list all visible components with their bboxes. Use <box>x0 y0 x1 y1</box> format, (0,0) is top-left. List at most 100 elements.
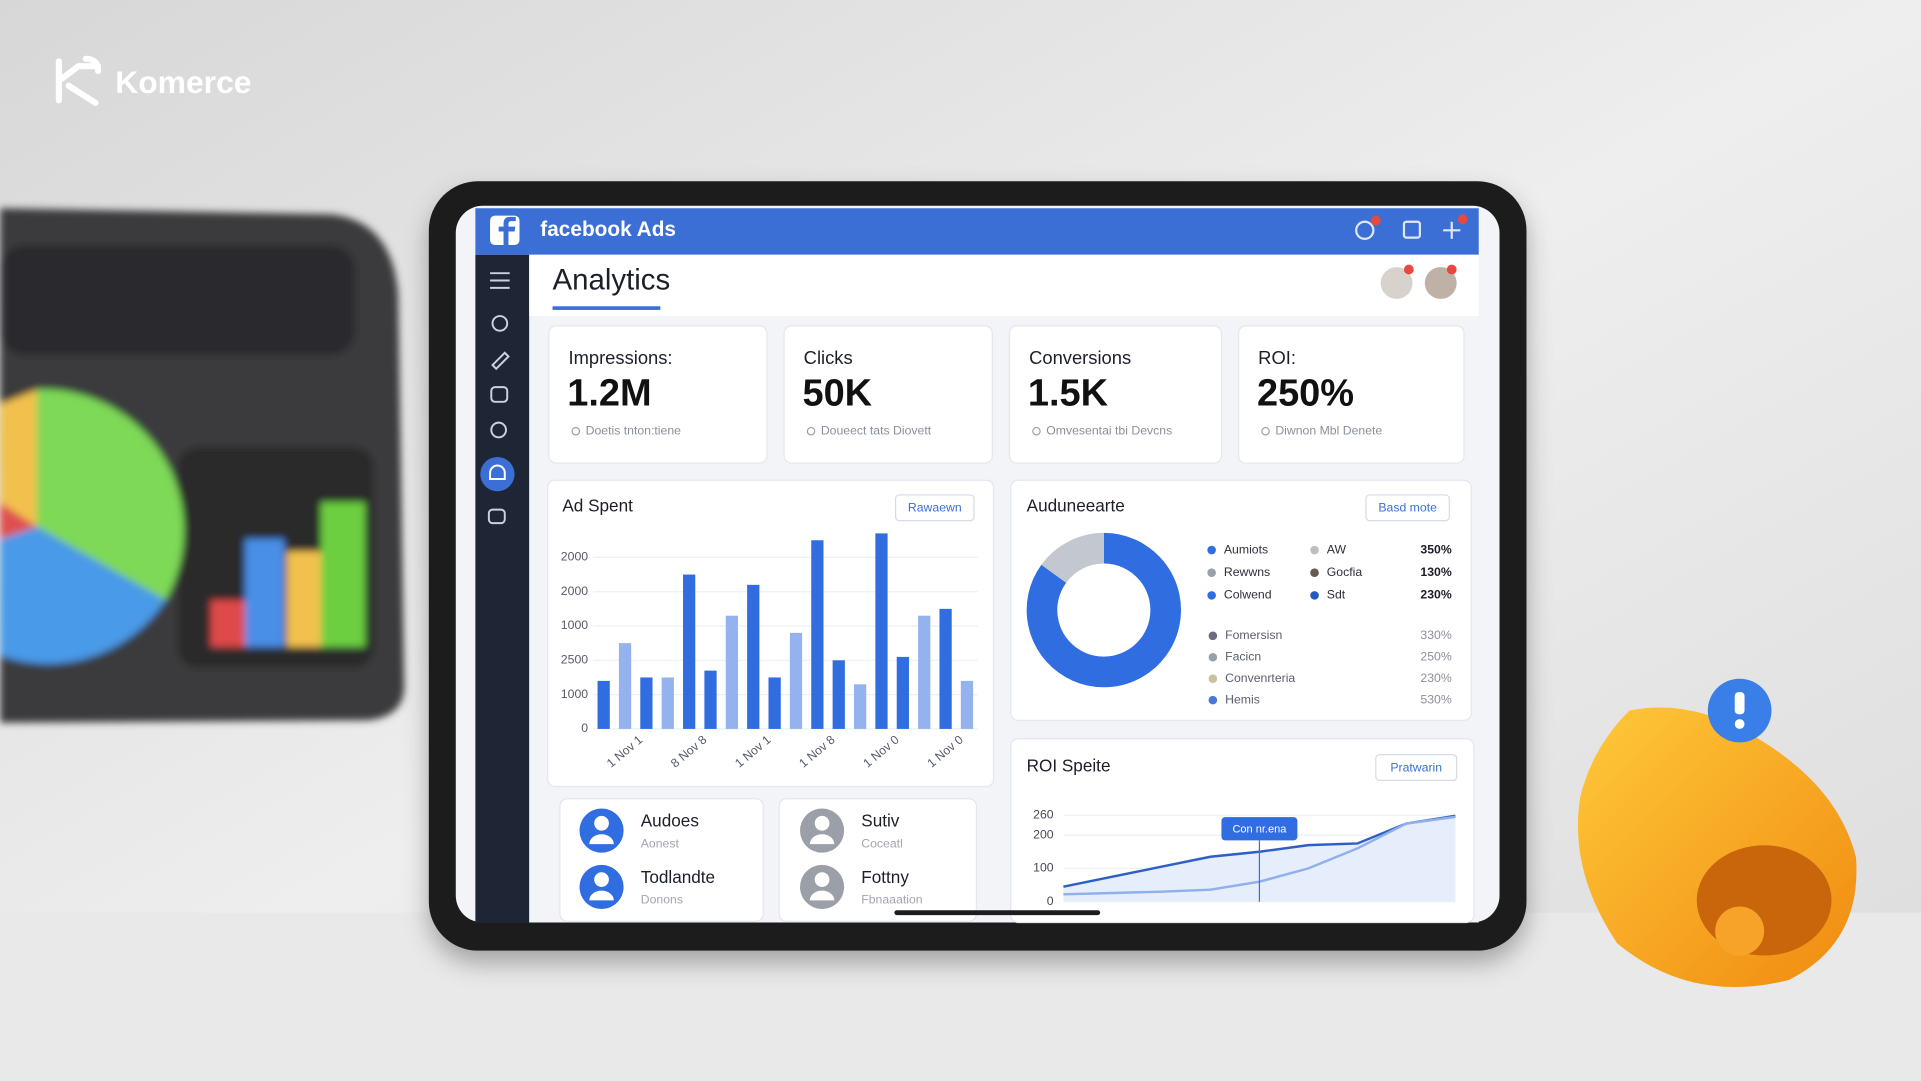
avatar[interactable] <box>1424 267 1457 299</box>
bar <box>960 680 974 729</box>
legend-dot <box>1310 591 1319 600</box>
legend-value: 350% <box>1420 542 1451 556</box>
card-title: Ad Spent <box>562 496 633 516</box>
legend-label: Sdt <box>1327 588 1346 602</box>
bar <box>832 660 845 729</box>
legend-label: Fomersisn <box>1225 628 1282 642</box>
add-icon[interactable] <box>1443 221 1461 239</box>
kpi-note-icon <box>1261 426 1270 436</box>
tooltip-label: Con nr.ena <box>1232 823 1287 835</box>
legend-value: 330% <box>1420 628 1451 642</box>
message-icon[interactable] <box>1402 220 1422 239</box>
brand-logo <box>55 55 102 106</box>
sidebar-icons <box>487 272 510 525</box>
facebook-logo-f <box>498 216 516 246</box>
notification-icon[interactable] <box>1355 220 1375 240</box>
kpi-value: 50K <box>802 373 872 415</box>
kpi-label: Conversions <box>1029 347 1131 368</box>
kpi-note: Omvesentai tbi Devcns <box>1046 423 1172 437</box>
badge-mark <box>1734 692 1745 715</box>
y-tick-label: 2500 <box>561 653 588 667</box>
pie-slice <box>0 526 166 664</box>
kpi-label: Clicks <box>804 347 853 368</box>
kpi-note-icon <box>571 426 581 436</box>
search-icon[interactable] <box>491 315 509 332</box>
edit-icon[interactable] <box>491 351 510 371</box>
bar <box>896 656 909 729</box>
person-avatar-body <box>589 834 614 845</box>
card <box>1008 325 1223 464</box>
avatar-badge <box>1446 264 1457 275</box>
add-badge <box>1457 214 1468 225</box>
card-button-label: Basd mote <box>1378 501 1437 515</box>
y-tick-label: 2000 <box>561 550 588 564</box>
deco-bar <box>245 539 285 647</box>
legend-dot <box>1207 568 1216 578</box>
card <box>548 325 768 464</box>
mail-icon[interactable] <box>487 508 506 525</box>
card-button[interactable] <box>1375 754 1458 781</box>
person-avatar-head <box>594 815 609 831</box>
settings-icon[interactable] <box>490 421 507 439</box>
device-panel <box>0 245 356 356</box>
calendar-icon[interactable] <box>490 386 509 403</box>
y-tick-label: 100 <box>1033 861 1054 875</box>
card-button[interactable] <box>894 494 975 522</box>
legend-dot <box>1207 545 1216 555</box>
card-title: Auduneearte <box>1027 496 1125 516</box>
badge-dot <box>1734 719 1745 729</box>
person-avatar-head <box>814 815 830 831</box>
person-avatar-body <box>809 834 835 845</box>
kpi-note-icon <box>806 426 816 436</box>
person-role: Aonest <box>641 836 680 850</box>
legend-value: 230% <box>1420 671 1451 685</box>
page-title: Analytics <box>553 264 671 297</box>
deco-bar <box>210 600 246 647</box>
legend-dot <box>1208 631 1218 641</box>
legend-label: AW <box>1327 542 1347 556</box>
y-tick-label: 1000 <box>561 618 588 632</box>
deco-bar <box>321 502 366 647</box>
person-name: Sutiv <box>861 811 900 831</box>
y-tick-label: 0 <box>1047 894 1054 908</box>
sidebar <box>475 254 530 923</box>
legend-value: 250% <box>1420 649 1451 663</box>
app-name: facebook Ads <box>540 218 676 241</box>
legend-label: Hemis <box>1225 692 1260 706</box>
card-button[interactable] <box>1365 494 1450 522</box>
y-tick-label: 260 <box>1033 807 1054 821</box>
sidebar-active[interactable] <box>480 456 515 492</box>
bar <box>747 584 760 729</box>
kpi-value: 1.5K <box>1028 373 1109 415</box>
menu-icon[interactable] <box>490 272 510 289</box>
kpi-label: Impressions: <box>568 347 672 368</box>
kpi-label: ROI: <box>1258 347 1296 368</box>
y-tick-label: 0 <box>581 721 588 735</box>
person-avatar-body <box>589 890 614 901</box>
avatar[interactable] <box>1380 267 1413 299</box>
legend-dot <box>1208 695 1218 705</box>
person-role: Donons <box>641 893 683 907</box>
legend-label: Facicn <box>1225 649 1261 663</box>
tooltip <box>1221 817 1298 841</box>
card-button-label: Pratwarin <box>1390 760 1442 774</box>
card <box>1237 325 1465 464</box>
legend-dot <box>1310 545 1319 555</box>
legend-label: Colwend <box>1224 588 1272 602</box>
bar <box>789 632 803 729</box>
y-tick-label: 1000 <box>561 687 588 701</box>
legend-dot <box>1310 568 1319 578</box>
kpi-note-icon <box>1032 426 1041 436</box>
legend-label: Aumiots <box>1224 542 1268 556</box>
bar <box>875 533 888 729</box>
donut-segment <box>1041 532 1105 584</box>
title-bar <box>529 254 1479 317</box>
kpi-note: Doetis tnton:tiene <box>586 423 682 437</box>
notification-badge <box>1370 215 1381 226</box>
person-avatar-head <box>814 872 830 887</box>
legend-label: Gocfia <box>1327 565 1363 579</box>
bell <box>1577 678 1857 988</box>
left-device <box>0 208 405 723</box>
deco-bar <box>286 551 324 647</box>
